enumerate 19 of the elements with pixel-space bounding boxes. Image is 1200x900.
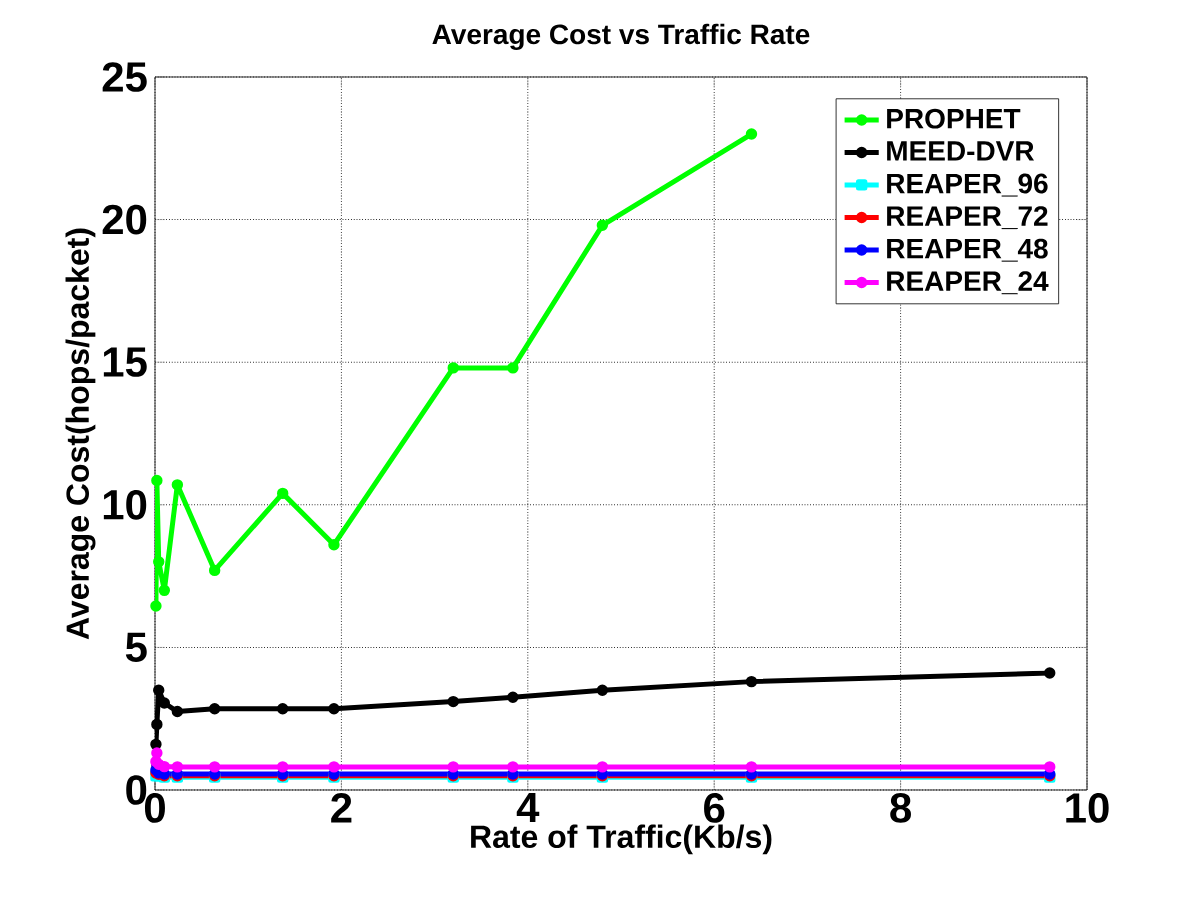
y-tick-label: 20 xyxy=(102,204,147,235)
legend-label: REAPER_48 xyxy=(887,238,1048,262)
legend-label: PROPHET xyxy=(887,108,1021,129)
y-tick-label: 25 xyxy=(102,62,147,92)
y-tick-label: 5 xyxy=(125,632,147,663)
x-tick-label: 8 xyxy=(890,793,911,823)
x-tick-label: 2 xyxy=(331,793,352,823)
chart-title: Average Cost vs Traffic Rate xyxy=(432,23,810,50)
y-axis-title: Average Cost(hops/packet) xyxy=(65,228,96,640)
y-tick-label: 15 xyxy=(103,347,147,377)
x-tick-label: 6 xyxy=(704,793,725,823)
legend-label: REAPER_72 xyxy=(887,206,1048,230)
x-tick-label: 4 xyxy=(516,793,540,822)
legend-label: REAPER_24 xyxy=(887,271,1049,295)
y-tick-label: 10 xyxy=(103,489,147,520)
legend-label: REAPER_96 xyxy=(887,173,1048,197)
legend-label: MEED-DVR xyxy=(887,141,1035,161)
x-tick-label: 10 xyxy=(1066,793,1109,823)
x-axis-title: Rate of Traffic(Kb/s) xyxy=(471,824,772,855)
